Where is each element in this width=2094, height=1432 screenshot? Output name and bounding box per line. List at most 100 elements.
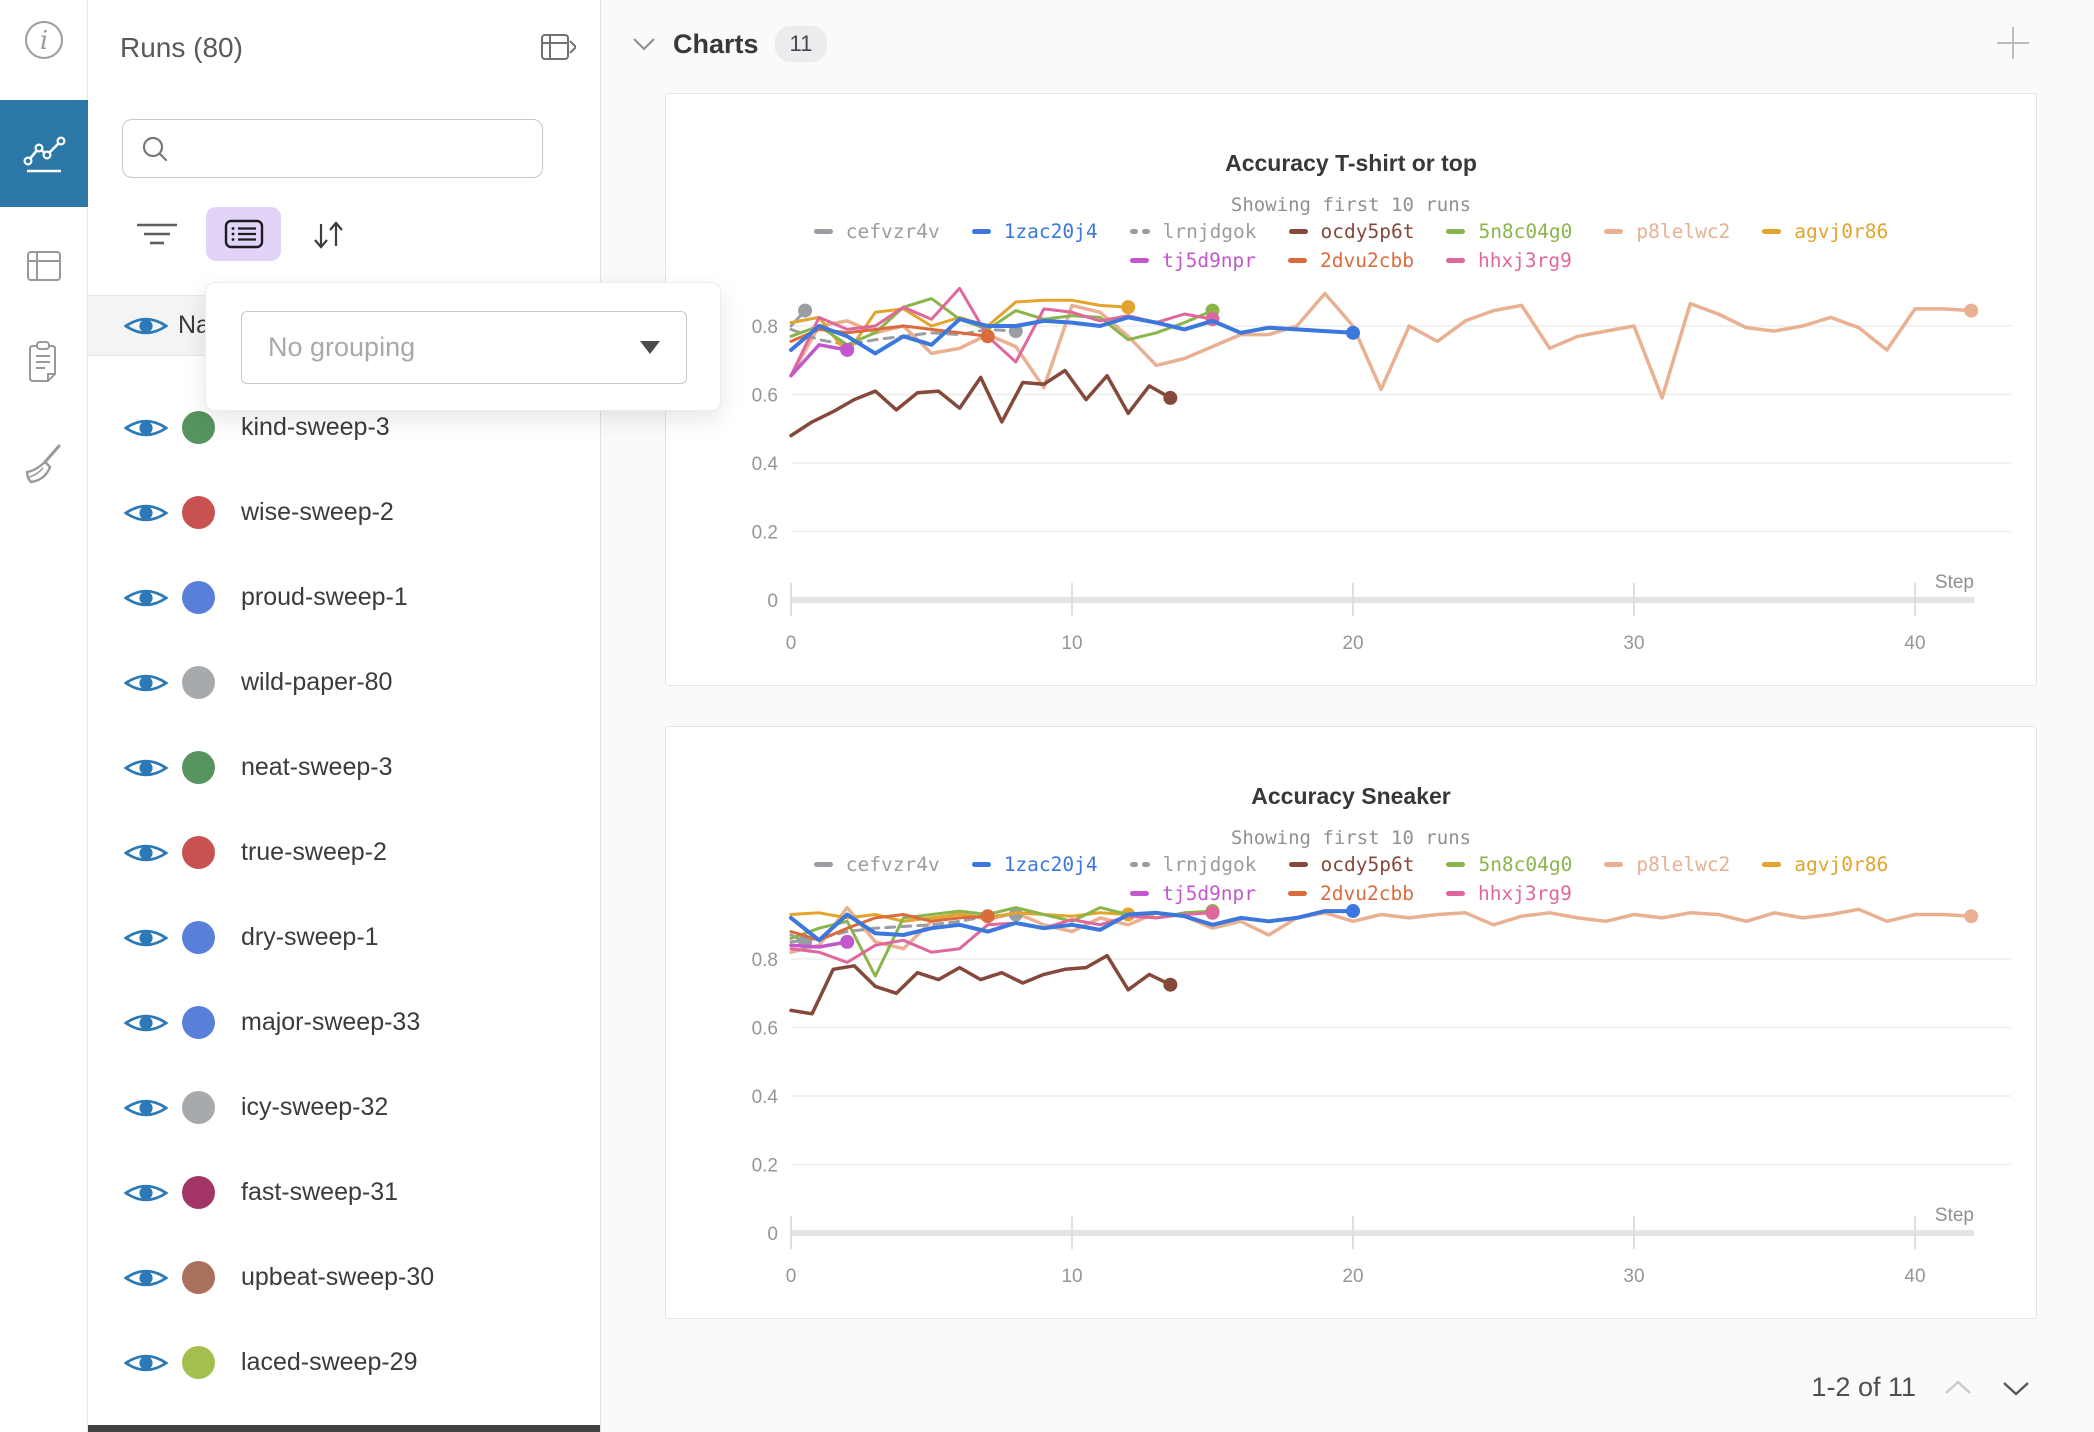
- legend-item-p8lelwc2[interactable]: p8lelwc2: [1604, 220, 1730, 243]
- legend-item-ocdy5p6t[interactable]: ocdy5p6t: [1288, 853, 1414, 876]
- eye-icon[interactable]: [124, 923, 168, 953]
- legend-item-1zac20j4[interactable]: 1zac20j4: [971, 853, 1098, 876]
- run-row[interactable]: true-sweep-2: [88, 810, 600, 895]
- filter-button[interactable]: [132, 211, 182, 259]
- legend-item-1zac20j4[interactable]: 1zac20j4: [971, 220, 1098, 243]
- runs-table-icon[interactable]: [0, 238, 88, 294]
- run-name[interactable]: wise-sweep-2: [241, 498, 394, 526]
- run-name[interactable]: dry-sweep-1: [241, 923, 379, 951]
- charts-section-header: Charts 11: [631, 22, 828, 66]
- chart-panel-accuracy-sneaker[interactable]: Accuracy Sneaker Showing first 10 runs c…: [665, 726, 2037, 1319]
- runs-panel: Runs (80): [88, 0, 601, 1432]
- run-row[interactable]: upbeat-sweep-30: [88, 1235, 600, 1320]
- sidebar-bottom-scrollbar[interactable]: [88, 1425, 600, 1432]
- logs-clipboard-icon[interactable]: [0, 330, 88, 396]
- eye-icon[interactable]: [124, 753, 168, 783]
- svg-text:20: 20: [1342, 1266, 1363, 1287]
- eye-icon[interactable]: [124, 1093, 168, 1123]
- expand-runs-table-button[interactable]: [540, 31, 576, 65]
- pagination-label: 1-2 of 11: [1811, 1372, 1916, 1402]
- runs-header: Runs (80): [120, 26, 576, 70]
- series-end-dot-1zac20j4: [1346, 904, 1360, 919]
- eye-icon[interactable]: [124, 311, 168, 341]
- legend-item-cefvzr4v[interactable]: cefvzr4v: [813, 853, 940, 876]
- run-name[interactable]: major-sweep-33: [241, 1008, 421, 1036]
- table-icon: [541, 34, 576, 60]
- workspace-chart-icon[interactable]: [0, 100, 88, 207]
- search-input[interactable]: [181, 128, 542, 169]
- eye-icon[interactable]: [124, 413, 168, 443]
- eye-icon[interactable]: [124, 1348, 168, 1378]
- legend-item-agvj0r86[interactable]: agvj0r86: [1762, 220, 1888, 243]
- run-name[interactable]: wild-paper-80: [241, 668, 393, 696]
- run-row[interactable]: wise-sweep-2: [88, 470, 600, 555]
- pagination-prev-button[interactable]: [1942, 1378, 1974, 1398]
- add-panel-button[interactable]: [1994, 24, 2032, 62]
- eye-icon[interactable]: [124, 1178, 168, 1208]
- run-name[interactable]: upbeat-sweep-30: [241, 1263, 435, 1291]
- run-name[interactable]: fast-sweep-31: [241, 1178, 399, 1206]
- collapse-chevron-icon[interactable]: [631, 33, 657, 55]
- legend-item-hhxj3rg9[interactable]: hhxj3rg9: [1445, 882, 1572, 905]
- sweeps-broom-icon[interactable]: [0, 430, 88, 506]
- legend-item-tj5d9npr[interactable]: tj5d9npr: [1130, 882, 1256, 905]
- run-row[interactable]: wild-paper-80: [88, 640, 600, 725]
- grouping-select[interactable]: No grouping: [241, 311, 687, 384]
- sort-button[interactable]: [303, 211, 353, 259]
- legend-label: agvj0r86: [1794, 853, 1889, 876]
- run-row[interactable]: icy-sweep-32: [88, 1065, 600, 1150]
- legend-item-lrnjdgok[interactable]: lrnjdgok: [1129, 853, 1257, 876]
- run-row[interactable]: fast-sweep-31: [88, 1150, 600, 1235]
- chart-panel-accuracy-tshirt[interactable]: Accuracy T-shirt or top Showing first 10…: [665, 93, 2037, 686]
- series-end-dot-ocdy5p6t: [1163, 977, 1178, 992]
- svg-text:Step: Step: [1935, 1205, 1974, 1226]
- run-name[interactable]: kind-sweep-3: [241, 413, 390, 441]
- series-ocdy5p6t: [789, 953, 1173, 1016]
- run-name[interactable]: icy-sweep-32: [241, 1093, 389, 1121]
- run-name[interactable]: true-sweep-2: [241, 838, 387, 866]
- legend-label: 2dvu2cbb: [1320, 882, 1414, 905]
- legend-label: 2dvu2cbb: [1320, 249, 1414, 272]
- svg-text:0.6: 0.6: [752, 386, 778, 407]
- eye-icon[interactable]: [124, 1008, 168, 1038]
- eye-icon[interactable]: [124, 1263, 168, 1293]
- run-row[interactable]: proud-sweep-1: [88, 555, 600, 640]
- run-row[interactable]: neat-sweep-3: [88, 725, 600, 810]
- legend-item-hhxj3rg9[interactable]: hhxj3rg9: [1445, 249, 1572, 272]
- legend-label: 5n8c04g0: [1478, 220, 1573, 243]
- run-name[interactable]: laced-sweep-29: [241, 1348, 418, 1376]
- run-name[interactable]: neat-sweep-3: [241, 753, 393, 781]
- legend-item-agvj0r86[interactable]: agvj0r86: [1762, 853, 1888, 876]
- legend-label: hhxj3rg9: [1477, 882, 1572, 905]
- eye-icon[interactable]: [124, 838, 168, 868]
- eye-icon[interactable]: [124, 668, 168, 698]
- series-end-dot-ocdy5p6t: [1163, 390, 1178, 405]
- run-color-dot: [182, 1091, 215, 1124]
- legend-item-cefvzr4v[interactable]: cefvzr4v: [813, 220, 940, 243]
- run-row[interactable]: kind-sweep-3: [88, 385, 600, 470]
- pagination-next-button[interactable]: [2000, 1378, 2032, 1398]
- sort-arrows-icon: [314, 221, 343, 249]
- legend-label: tj5d9npr: [1162, 882, 1257, 905]
- legend-item-lrnjdgok[interactable]: lrnjdgok: [1129, 220, 1257, 243]
- run-row[interactable]: laced-sweep-29: [88, 1320, 600, 1405]
- run-row[interactable]: dry-sweep-1: [88, 895, 600, 980]
- legend-item-5n8c04g0[interactable]: 5n8c04g0: [1446, 220, 1572, 243]
- chart-legend-row-2: tj5d9npr 2dvu2cbb hhxj3rg9: [666, 882, 2036, 905]
- legend-label: tj5d9npr: [1162, 249, 1257, 272]
- eye-icon[interactable]: [124, 498, 168, 528]
- run-color-dot: [182, 1261, 215, 1294]
- legend-item-ocdy5p6t[interactable]: ocdy5p6t: [1288, 220, 1414, 243]
- legend-item-2dvu2cbb[interactable]: 2dvu2cbb: [1288, 249, 1414, 272]
- legend-item-p8lelwc2[interactable]: p8lelwc2: [1604, 853, 1730, 876]
- legend-label: lrnjdgok: [1162, 853, 1257, 876]
- run-name[interactable]: proud-sweep-1: [241, 583, 408, 611]
- legend-item-5n8c04g0[interactable]: 5n8c04g0: [1446, 853, 1572, 876]
- legend-item-2dvu2cbb[interactable]: 2dvu2cbb: [1288, 882, 1414, 905]
- series-2dvu2cbb: [789, 324, 990, 343]
- eye-icon[interactable]: [124, 583, 168, 613]
- legend-item-tj5d9npr[interactable]: tj5d9npr: [1130, 249, 1256, 272]
- info-icon[interactable]: i: [0, 12, 88, 68]
- run-row[interactable]: major-sweep-33: [88, 980, 600, 1065]
- group-button-active[interactable]: [206, 207, 281, 261]
